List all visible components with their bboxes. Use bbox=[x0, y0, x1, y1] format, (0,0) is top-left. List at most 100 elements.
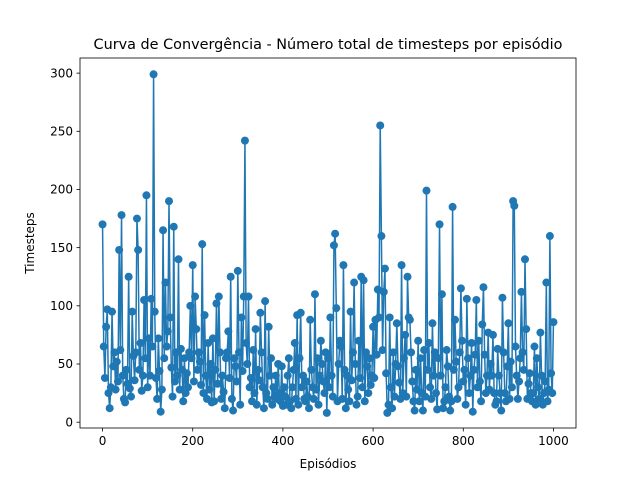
data-point bbox=[418, 406, 427, 415]
data-point bbox=[245, 383, 254, 392]
data-point bbox=[105, 404, 114, 413]
data-point bbox=[141, 354, 150, 363]
data-point bbox=[513, 394, 522, 403]
data-point bbox=[212, 299, 221, 308]
data-point bbox=[453, 394, 462, 403]
data-point bbox=[287, 404, 296, 413]
data-point bbox=[277, 362, 286, 371]
data-point bbox=[288, 383, 297, 392]
data-point bbox=[498, 293, 507, 302]
data-point bbox=[369, 322, 378, 331]
data-point bbox=[358, 383, 367, 392]
data-point bbox=[159, 226, 168, 235]
data-point bbox=[156, 407, 165, 416]
data-point bbox=[472, 296, 481, 305]
data-point bbox=[430, 348, 439, 357]
data-point bbox=[251, 325, 260, 334]
data-point bbox=[250, 389, 259, 398]
data-point bbox=[289, 365, 298, 374]
data-point bbox=[389, 348, 398, 357]
data-point bbox=[403, 272, 412, 281]
chart-title: Curva de Convergência - Número total de … bbox=[94, 37, 563, 53]
data-point bbox=[405, 315, 414, 324]
data-point bbox=[549, 318, 558, 327]
y-tick-label: 50 bbox=[58, 357, 73, 371]
data-point bbox=[229, 406, 238, 415]
data-point bbox=[487, 371, 496, 380]
data-point bbox=[428, 319, 437, 328]
data-point bbox=[505, 394, 514, 403]
y-tick-label: 250 bbox=[50, 125, 73, 139]
x-tick-label: 400 bbox=[271, 434, 294, 448]
data-point bbox=[450, 315, 459, 324]
data-point bbox=[115, 245, 124, 254]
data-point bbox=[363, 362, 372, 371]
data-point bbox=[224, 327, 233, 336]
data-point bbox=[121, 398, 130, 407]
markers-layer bbox=[98, 70, 558, 417]
data-point bbox=[217, 394, 226, 403]
data-point bbox=[411, 365, 420, 374]
data-point bbox=[134, 245, 143, 254]
data-point bbox=[175, 385, 184, 394]
data-point bbox=[122, 365, 131, 374]
data-point bbox=[468, 407, 477, 416]
data-point bbox=[464, 354, 473, 363]
data-point bbox=[386, 383, 395, 392]
data-point bbox=[149, 70, 158, 79]
data-point bbox=[402, 392, 411, 401]
data-point bbox=[537, 371, 546, 380]
data-point bbox=[547, 369, 556, 378]
data-point bbox=[167, 363, 176, 372]
data-point bbox=[236, 400, 245, 409]
data-point bbox=[530, 342, 539, 351]
data-point bbox=[144, 334, 153, 343]
data-point bbox=[295, 354, 304, 363]
data-point bbox=[325, 383, 334, 392]
data-point bbox=[249, 346, 258, 355]
data-point bbox=[242, 339, 251, 348]
data-point bbox=[520, 255, 529, 264]
data-point bbox=[431, 389, 440, 398]
data-point bbox=[510, 201, 519, 210]
data-point bbox=[269, 383, 278, 392]
data-point bbox=[351, 360, 360, 369]
x-tick-label: 0 bbox=[99, 434, 107, 448]
data-point bbox=[192, 325, 201, 334]
data-point bbox=[388, 404, 397, 413]
data-point bbox=[511, 342, 520, 351]
data-point bbox=[216, 348, 225, 357]
data-point bbox=[424, 339, 433, 348]
y-axis-label: Timesteps bbox=[23, 212, 37, 275]
x-tick-label: 800 bbox=[452, 434, 475, 448]
data-point bbox=[155, 366, 164, 375]
data-point bbox=[348, 348, 357, 357]
data-point bbox=[117, 211, 126, 220]
data-point bbox=[410, 406, 419, 415]
data-point bbox=[118, 371, 127, 380]
data-point bbox=[259, 404, 268, 413]
data-point bbox=[227, 394, 236, 403]
data-point bbox=[433, 405, 442, 414]
data-point bbox=[210, 397, 219, 406]
data-point bbox=[488, 330, 497, 339]
data-point bbox=[268, 400, 277, 409]
data-point bbox=[515, 377, 524, 386]
data-point bbox=[499, 348, 508, 357]
data-point bbox=[332, 304, 341, 313]
data-point bbox=[189, 377, 198, 386]
data-point bbox=[265, 371, 274, 380]
data-point bbox=[394, 362, 403, 371]
data-point bbox=[341, 404, 350, 413]
data-point bbox=[454, 383, 463, 392]
data-point bbox=[525, 369, 534, 378]
data-point bbox=[253, 365, 262, 374]
y-axis-ticks: 0 50 100 150 200 250 300 bbox=[50, 66, 80, 429]
data-point bbox=[179, 397, 188, 406]
data-point bbox=[452, 357, 461, 366]
data-point bbox=[320, 389, 329, 398]
data-point bbox=[545, 232, 554, 241]
data-point bbox=[200, 311, 209, 320]
data-point bbox=[442, 346, 451, 355]
data-point bbox=[379, 287, 388, 296]
